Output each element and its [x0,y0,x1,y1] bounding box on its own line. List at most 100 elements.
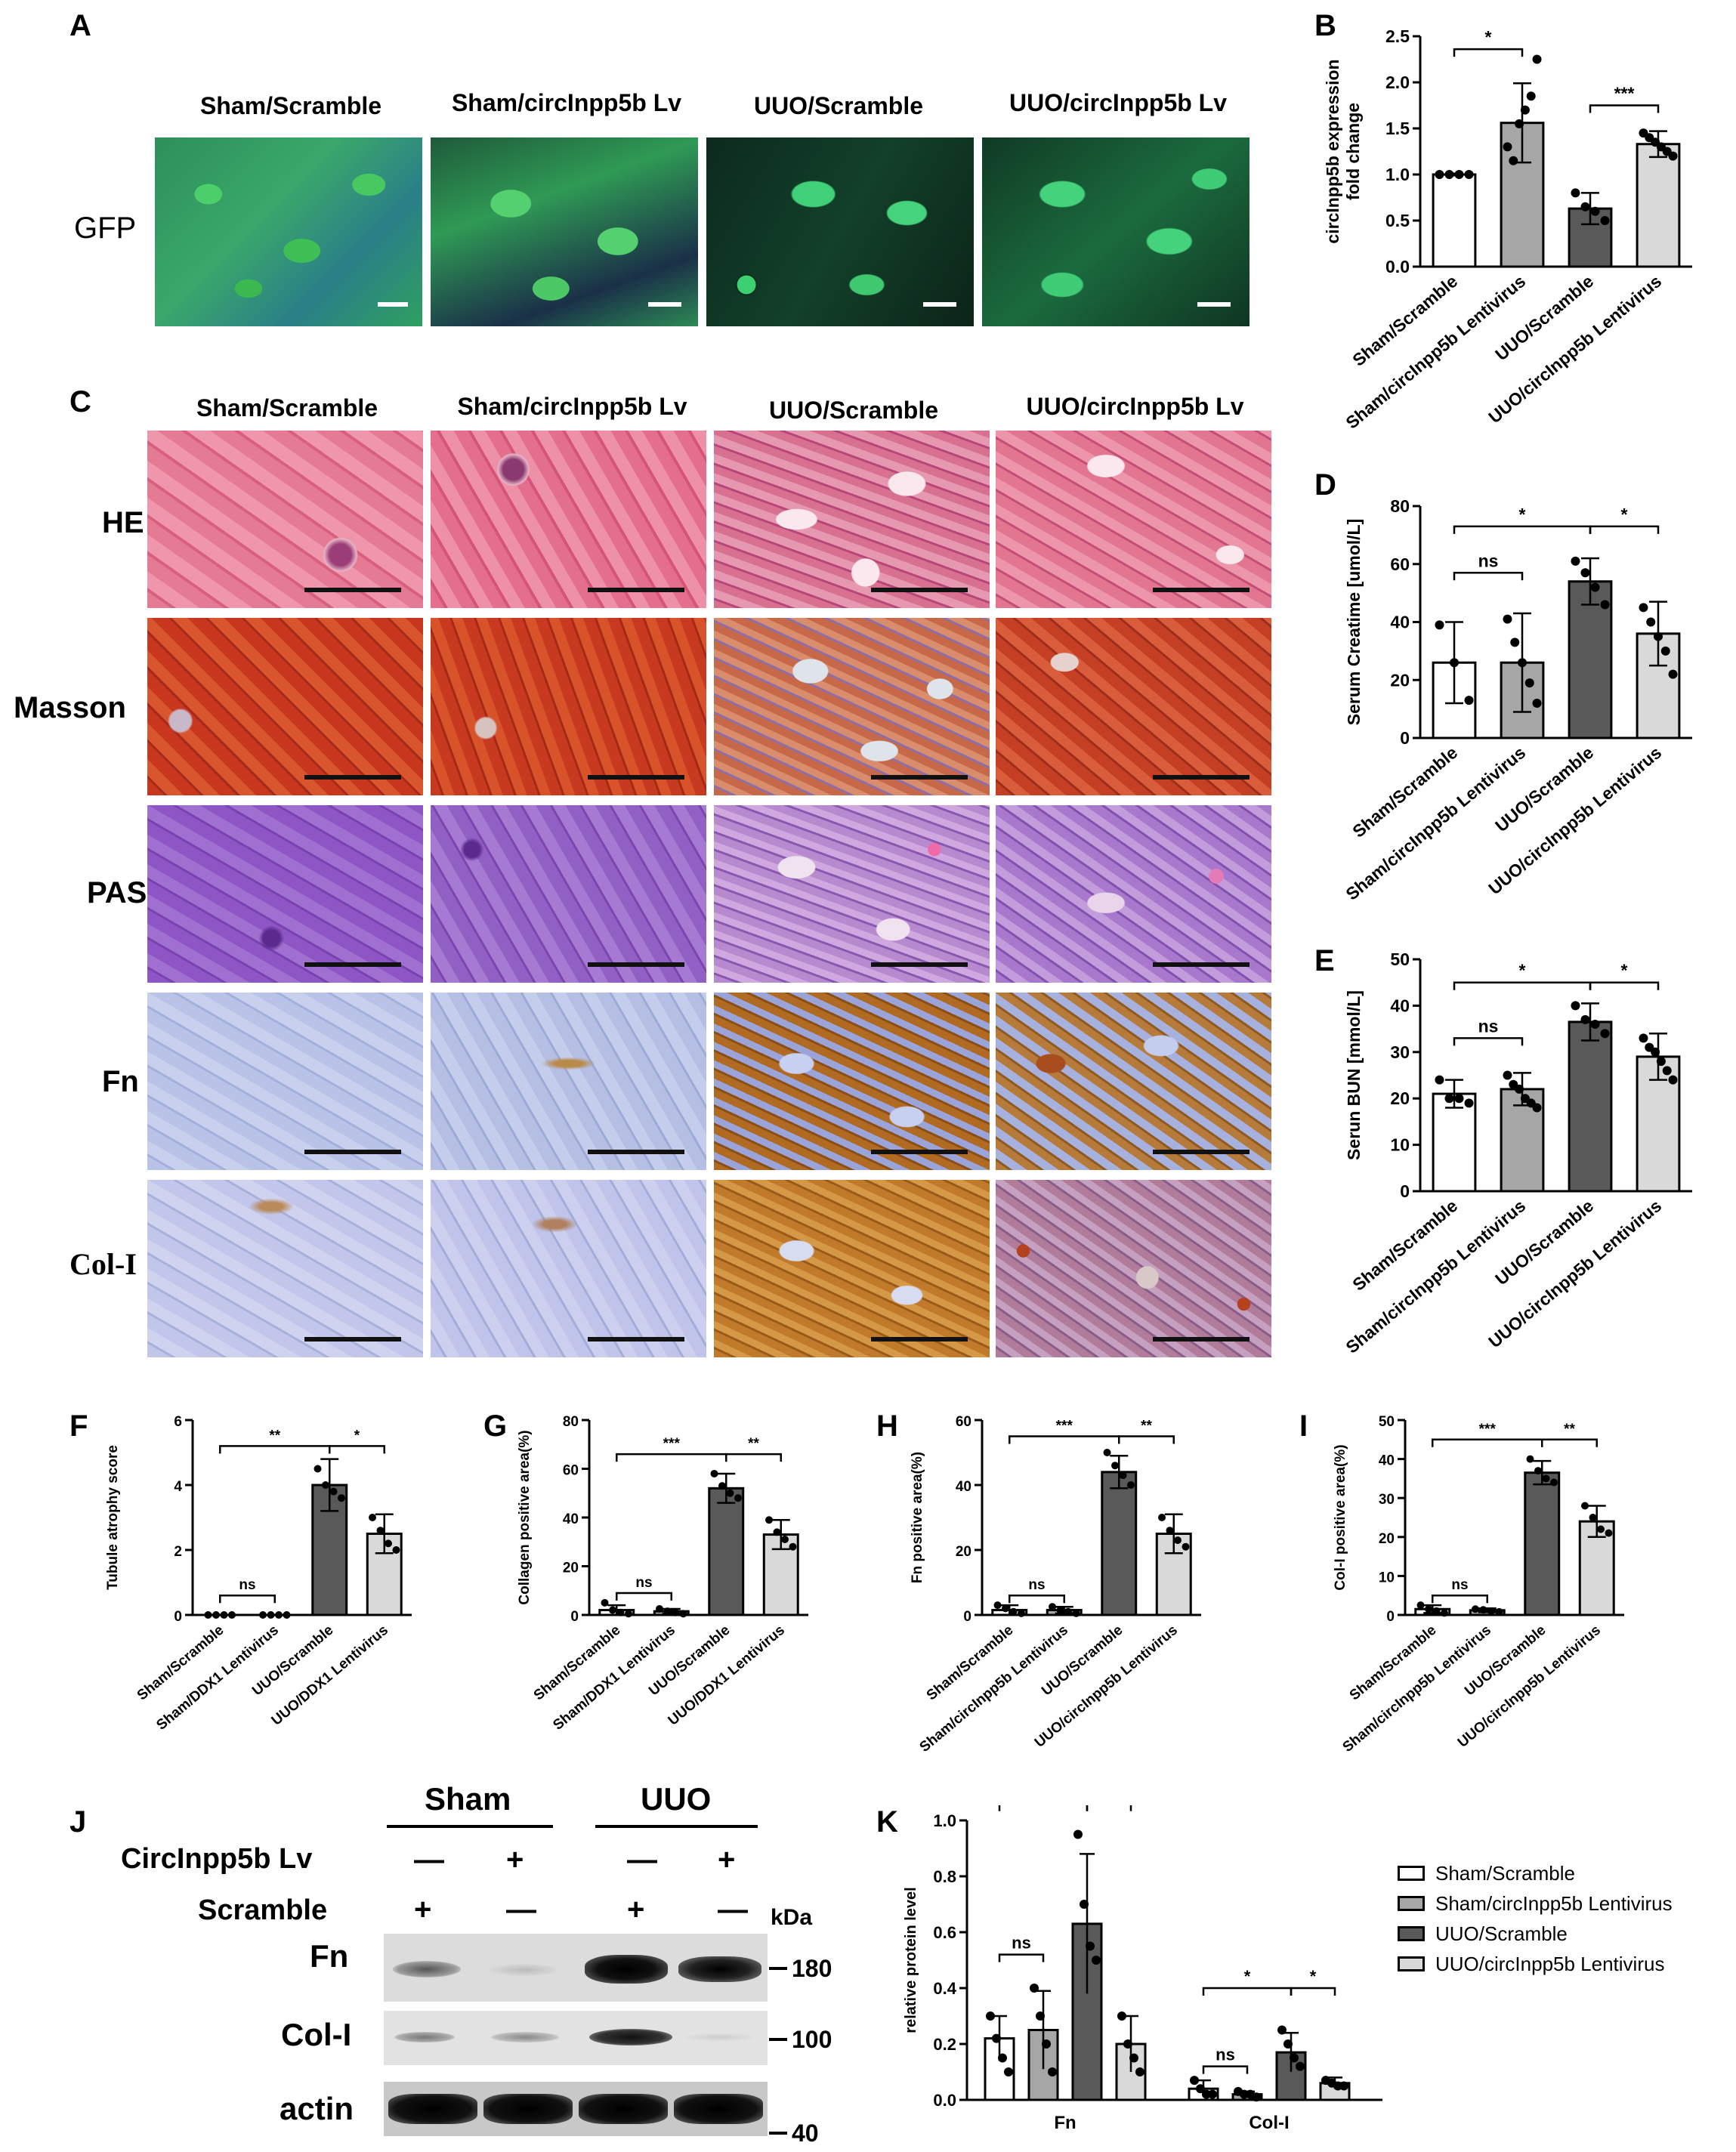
data-point [765,1516,774,1524]
data-point [1600,600,1610,610]
panel-letter-i: I [1299,1409,1308,1443]
data-point [1454,170,1464,179]
blot-fn-strip [384,1934,768,2002]
panel-letter-g: G [483,1409,508,1443]
x-group-label: Col-I [1249,2113,1289,2133]
y-tick-label: 0 [963,1609,971,1625]
histology-scale-bar [588,775,684,780]
data-point [314,1465,322,1473]
data-point [1123,2039,1132,2049]
y-tick-label: 1.0 [1385,165,1410,184]
panel-c-row-he: HE [102,506,144,539]
y-tick-label: 2.0 [1385,73,1410,92]
y-tick-label: 20 [563,1561,579,1576]
histology-pas-uuo-scramble [714,805,990,983]
significance-label: * [1244,1967,1251,1986]
data-point [1283,2039,1293,2049]
actin-band-3 [579,2094,668,2124]
legend-swatch [1398,1866,1425,1881]
data-point [780,1536,789,1544]
y-tick-label: 1.5 [1385,119,1410,138]
y-tick-label: 0.0 [933,2091,956,2110]
blot-scramble-sign: — [506,1893,536,1926]
y-tick-label: 0.0 [1385,257,1410,276]
y-tick-label: 0.8 [933,1867,956,1886]
data-point [1432,1607,1441,1615]
data-point [656,1604,664,1613]
data-point [1444,1094,1454,1104]
data-point [1549,1478,1558,1487]
chart-k-legend: Sham/Scramble Sham/circInpp5b Lentivirus U… [1398,1858,1730,1979]
significance-bracket [725,1453,782,1462]
legend-item: Sham/circInpp5b Lentivirus [1398,1888,1730,1919]
data-point [726,1489,734,1497]
x-group-label: Fn [1054,2113,1076,2133]
y-tick-label: 0.4 [933,1979,956,1998]
data-point [663,1607,672,1616]
data-point [1073,1829,1083,1839]
y-tick-label: 40 [1390,996,1410,1015]
data-point [220,1611,228,1619]
y-axis-label: relative protein level [903,1887,919,2033]
data-point [1036,2012,1045,2021]
blot-fn-marker: 180 [792,1955,832,1982]
data-point [1472,1605,1480,1613]
blot-scramble-sign: + [414,1893,432,1926]
data-point [1580,568,1590,578]
significance-label: *** [1614,84,1635,103]
data-point [1435,170,1444,179]
fn-band-1 [393,1961,461,1978]
histology-scale-bar [871,588,968,592]
data-point [998,2053,1007,2063]
fn-band-4 [678,1956,761,1982]
data-point [1509,156,1518,165]
data-point [1580,202,1590,211]
data-point [679,1610,687,1618]
significance-label: ns [635,1575,652,1591]
data-point [1190,2076,1199,2086]
y-tick-label: 60 [956,1414,971,1430]
histology-col1-uuo-scramble [714,1180,990,1357]
histology-scale-bar [871,962,968,967]
data-point [1571,556,1580,566]
significance-bracket [1432,1594,1488,1604]
histology-pas-uuo-lv [996,805,1271,983]
significance-bracket [998,1953,1045,1962]
blot-fn-label: Fn [310,1938,349,1974]
significance-bracket [219,1594,276,1604]
significance-label: *** [663,1436,681,1452]
data-point [671,1608,679,1616]
y-tick-label: 40 [956,1479,971,1495]
histology-scale-bar [588,1337,684,1342]
data-point [1158,1514,1166,1521]
data-point [1464,1098,1474,1108]
bar [1568,1020,1613,1193]
significance-label: ** [269,1428,280,1443]
panel-c-col-2: Sham/circInpp5b Lv [457,393,687,420]
bar [1432,1092,1477,1193]
panel-c-col-4: UUO/circInpp5b Lv [1026,393,1244,420]
histology-he-uuo-lv [996,431,1271,608]
data-point [1651,1047,1660,1057]
histology-col1-uuo-lv [996,1180,1271,1357]
data-point [1252,2092,1261,2102]
blot-actin-strip [384,2082,768,2136]
fn-band-3 [585,1955,668,1984]
data-point [1660,646,1670,656]
panel-letter-k: K [876,1805,898,1839]
data-point [1080,1900,1089,1909]
legend-item: UUO/Scramble [1398,1919,1730,1949]
bar [708,1487,745,1616]
data-point [1510,638,1520,647]
panel-a-col-1: Sham/Scramble [199,92,382,119]
significance-label: ns [1478,1016,1499,1036]
data-point [1009,1607,1018,1616]
significance-bracket [616,1592,672,1601]
data-point [1435,1075,1444,1085]
col1-band-2 [491,2032,559,2042]
histology-scale-bar [304,775,401,780]
significance-label: ** [748,1436,759,1452]
significance-bracket [1541,1438,1598,1447]
data-point [1515,1084,1524,1094]
